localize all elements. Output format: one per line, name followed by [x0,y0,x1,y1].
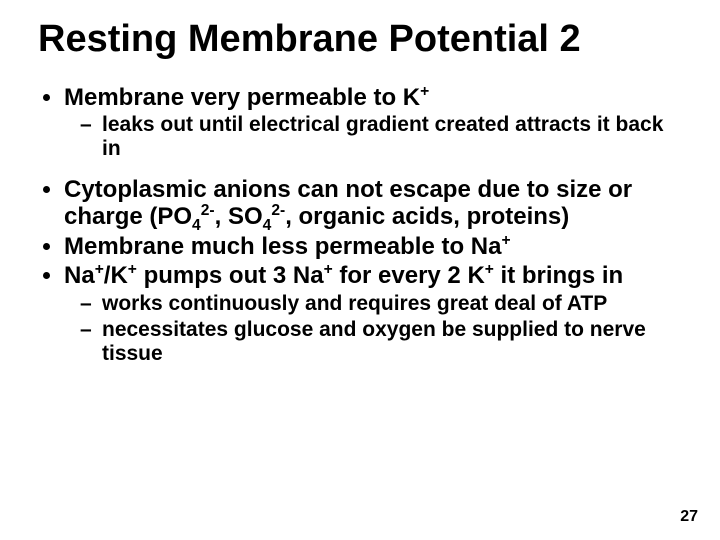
bullet-2-so-sub: 4 [263,217,272,234]
bullet-1-sub-1: leaks out until electrical gradient crea… [102,113,682,161]
bullet-4-text-b: /K [104,262,128,289]
page-number: 27 [680,508,698,526]
bullet-4-sup-1: + [95,261,104,278]
bullet-1-text: Membrane very permeable to K [64,84,420,111]
bullet-3-text: Membrane much less permeable to Na [64,233,501,260]
bullet-2-so-sup: 2- [271,202,285,219]
bullet-2-text-b: , SO [215,203,263,230]
bullet-4-sup-4: + [485,261,494,278]
bullet-4-text-c: pumps out 3 Na [137,262,324,289]
bullet-2: Cytoplasmic anions can not escape due to… [64,176,682,231]
bullet-4-sup-3: + [324,261,333,278]
bullet-4: Na+/K+ pumps out 3 Na+ for every 2 K+ it… [64,262,682,366]
bullet-1-sublist: leaks out until electrical gradient crea… [64,113,682,161]
bullet-3: Membrane much less permeable to Na+ [64,233,682,261]
bullet-4-sublist: works continuously and requires great de… [64,292,682,366]
bullet-1: Membrane very permeable to K+ leaks out … [64,84,682,162]
bullet-3-sup: + [501,232,510,249]
bullet-2-po-sub: 4 [192,217,201,234]
slide-title: Resting Membrane Potential 2 [38,18,682,62]
bullet-4-sup-2: + [128,261,137,278]
bullet-4-sub-1: works continuously and requires great de… [102,292,682,316]
bullet-4-sub-2: necessitates glucose and oxygen be suppl… [102,318,682,366]
bullet-list: Membrane very permeable to K+ leaks out … [38,84,682,367]
bullet-4-text-d: for every 2 K [333,262,485,289]
slide: Resting Membrane Potential 2 Membrane ve… [0,0,720,540]
bullet-4-text-a: Na [64,262,95,289]
bullet-2-text-c: , organic acids, proteins) [285,203,569,230]
bullet-4-text-e: it brings in [494,262,623,289]
bullet-1-sup: + [420,83,429,100]
bullet-2-po-sup: 2- [201,202,215,219]
